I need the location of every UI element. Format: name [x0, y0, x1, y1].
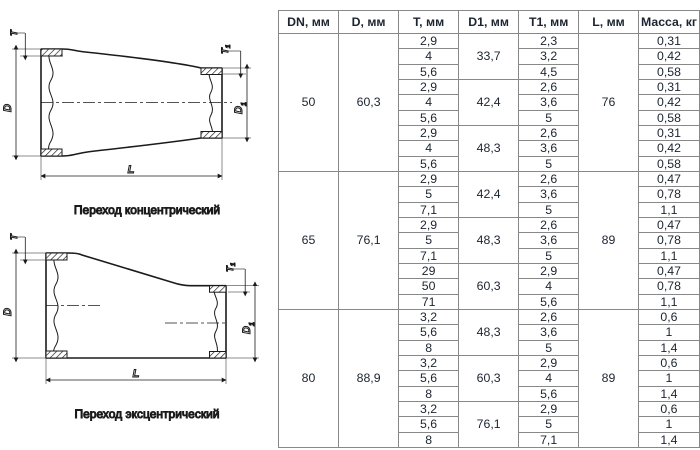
svg-text:T: T — [9, 233, 20, 240]
svg-text:Переход эксцентрический: Переход эксцентрический — [75, 407, 220, 421]
svg-text:D1: D1 — [233, 102, 248, 114]
svg-text:L: L — [133, 368, 140, 380]
svg-text:D1: D1 — [241, 322, 256, 334]
svg-text:T1: T1 — [220, 44, 232, 54]
svg-text:D: D — [2, 104, 14, 112]
svg-text:T: T — [9, 29, 20, 36]
svg-text:Переход концентрический: Переход концентрический — [74, 203, 220, 217]
svg-text:D: D — [2, 308, 14, 316]
svg-text:L: L — [128, 164, 135, 176]
svg-text:T1: T1 — [225, 262, 237, 272]
